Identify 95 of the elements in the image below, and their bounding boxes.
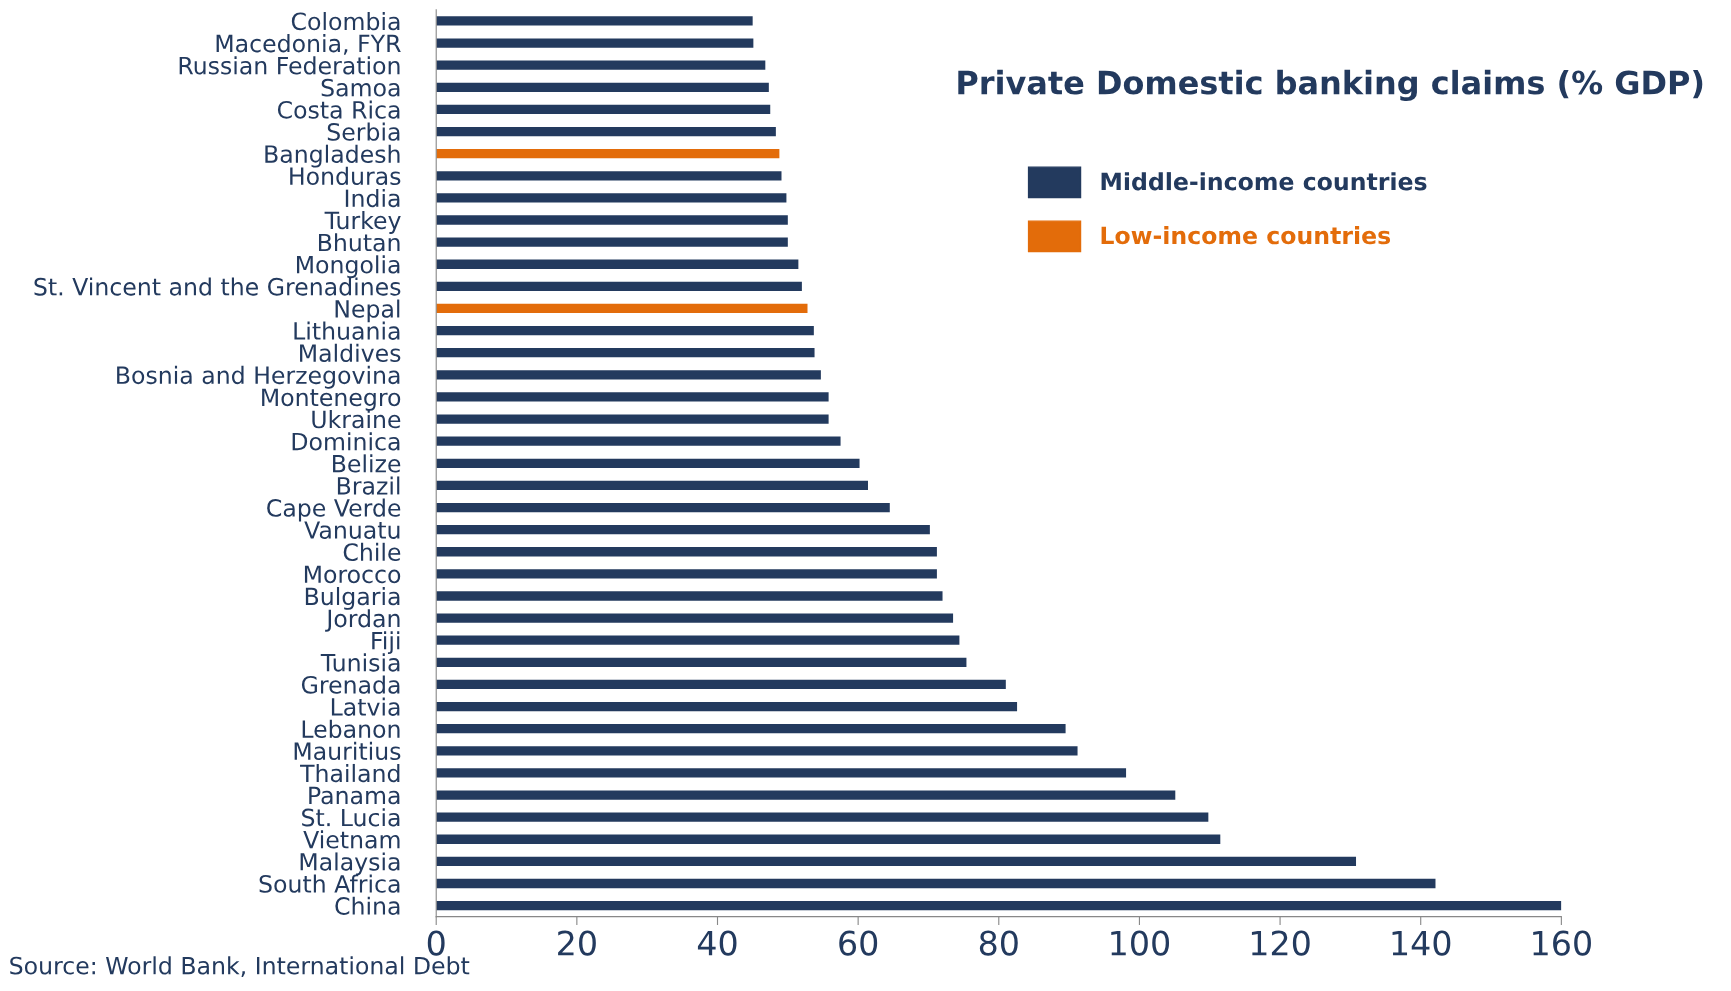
y-tick-label: Costa Rica — [277, 100, 400, 119]
y-tick-label: Bangladesh — [265, 144, 400, 168]
y-tick-label: Jordan — [325, 609, 400, 632]
bar — [436, 237, 788, 247]
source-note: Source: World Bank, International Debt — [10, 956, 470, 977]
bar — [436, 856, 1357, 867]
y-tick-label: Malaysia — [300, 852, 400, 876]
legend-label: Low-income countries — [1101, 226, 1391, 245]
y-tick-label: South Africa — [259, 874, 400, 893]
y-tick-label: Tunisia — [320, 653, 400, 672]
y-tick-label: Colombia — [291, 12, 400, 31]
y-tick-label: Vietnam — [303, 830, 400, 849]
bar — [436, 746, 1078, 756]
x-tick-label: 0 — [427, 930, 445, 956]
y-tick-label: Thailand — [300, 763, 400, 783]
bar — [436, 812, 1209, 822]
bar — [436, 502, 890, 513]
x-tick-label: 80 — [979, 930, 1018, 956]
y-tick-label: Macedonia, FYR — [216, 34, 401, 55]
bar — [436, 724, 1066, 734]
bar — [436, 193, 787, 203]
y-tick-label: India — [345, 188, 400, 208]
y-tick-label: Mongolia — [297, 255, 400, 279]
bar — [436, 149, 780, 159]
y-tick-label: Chile — [343, 542, 401, 562]
y-tick-label: Lithuania — [294, 321, 400, 340]
bar — [436, 790, 1176, 800]
y-tick-label: Morocco — [304, 565, 401, 584]
bar — [436, 259, 799, 269]
y-tick-label: Grenada — [301, 675, 400, 694]
bar — [436, 281, 802, 292]
y-tick-label: St. Vincent and the Grenadines — [34, 277, 401, 296]
y-tick-label: Nepal — [335, 299, 400, 323]
bar — [436, 525, 930, 535]
x-tick-label: 140 — [1392, 930, 1451, 956]
y-tick-label: Serbia — [327, 122, 400, 141]
bar — [436, 547, 937, 557]
x-tick-label: 120 — [1251, 930, 1310, 956]
bar — [436, 82, 769, 92]
bar — [436, 126, 776, 137]
bar — [436, 436, 841, 446]
y-tick-label: Cape Verde — [267, 498, 401, 522]
bar — [436, 348, 815, 358]
bar — [436, 325, 814, 336]
y-tick-label: Panama — [309, 786, 400, 805]
x-tick-label: 160 — [1533, 930, 1591, 956]
x-tick-label: 40 — [697, 930, 737, 956]
bar — [436, 834, 1221, 844]
y-tick-label: Honduras — [290, 166, 401, 186]
y-tick-label: Bosnia and Herzegovina — [117, 365, 400, 389]
bar — [436, 591, 943, 601]
bar — [436, 657, 967, 667]
bar — [436, 303, 808, 314]
bar — [436, 480, 868, 491]
y-tick-label: Latvia — [331, 697, 400, 716]
bar — [436, 458, 860, 468]
y-tick-label: Bhutan — [318, 233, 400, 252]
bar — [436, 104, 771, 115]
x-tick-label: 100 — [1111, 930, 1170, 956]
legend-label: Middle-income countries — [1101, 172, 1427, 191]
bar — [436, 679, 1006, 690]
bar — [436, 215, 788, 225]
bar — [436, 392, 829, 402]
y-tick-label: Belize — [333, 454, 401, 473]
bar — [436, 38, 754, 48]
bar — [436, 878, 1436, 889]
y-tick-label: Vanuatu — [304, 521, 400, 539]
text: Private Domestic banking claims (% GDP) — [958, 69, 1703, 102]
y-tick-label: Samoa — [321, 78, 400, 97]
bar — [436, 171, 782, 181]
y-tick-label: Brazil — [337, 476, 400, 495]
y-tick-label: Dominica — [292, 432, 400, 451]
bar — [436, 900, 1562, 911]
y-tick-label: Montenegro — [262, 388, 401, 411]
bar — [436, 569, 937, 579]
bar — [436, 60, 766, 70]
x-tick-label: 60 — [839, 930, 878, 956]
x-tick-label: 20 — [558, 930, 596, 956]
bar — [436, 16, 753, 26]
y-tick-label: Ukraine — [312, 410, 401, 429]
bar — [436, 635, 960, 645]
y-tick-label: Bulgaria — [305, 587, 400, 610]
bar — [436, 613, 954, 623]
y-tick-label: St. Lucia — [302, 808, 400, 827]
bar — [436, 370, 821, 380]
bar — [436, 701, 1018, 712]
y-tick-label: Mauritius — [294, 741, 401, 761]
y-tick-label: Fiji — [372, 631, 400, 655]
y-tick-label: Maldives — [300, 343, 401, 363]
bar — [436, 414, 829, 424]
y-tick-label: Russian Federation — [179, 56, 400, 75]
y-tick-label: China — [335, 896, 400, 915]
bar — [436, 768, 1127, 778]
y-tick-label: Turkey — [324, 211, 401, 234]
y-tick-label: Lebanon — [302, 719, 400, 738]
